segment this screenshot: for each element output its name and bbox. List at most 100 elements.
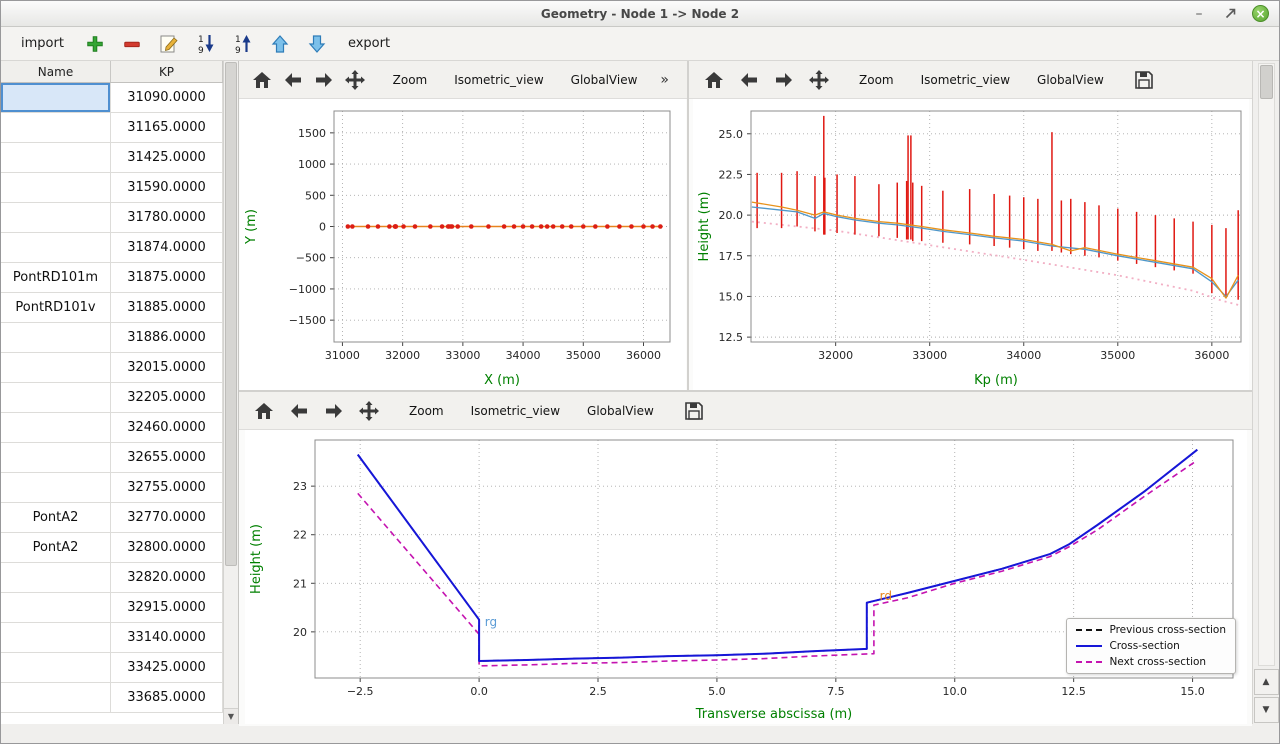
table-row[interactable]: 32820.0000 bbox=[1, 563, 223, 593]
close-button[interactable]: × bbox=[1252, 5, 1269, 22]
sort-ascending-button[interactable]: 19 bbox=[192, 31, 220, 57]
edit-section-button[interactable] bbox=[155, 31, 183, 57]
table-row[interactable]: PontA232800.0000 bbox=[1, 533, 223, 563]
scroll-down-button[interactable]: ▼ bbox=[1254, 697, 1279, 723]
table-row[interactable]: 32755.0000 bbox=[1, 473, 223, 503]
globalview-button[interactable]: GlobalView bbox=[1027, 68, 1114, 92]
table-row[interactable]: 32655.0000 bbox=[1, 443, 223, 473]
name-cell[interactable] bbox=[1, 623, 111, 652]
name-cell[interactable] bbox=[1, 683, 111, 712]
name-cell[interactable] bbox=[1, 563, 111, 592]
kp-cell[interactable]: 32205.0000 bbox=[111, 383, 223, 412]
kp-cell[interactable]: 31875.0000 bbox=[111, 263, 223, 292]
column-header-kp[interactable]: KP bbox=[111, 61, 223, 82]
name-cell[interactable] bbox=[1, 143, 111, 172]
zoom-button[interactable]: Zoom bbox=[849, 68, 904, 92]
globalview-button[interactable]: GlobalView bbox=[561, 68, 648, 92]
pan-button[interactable] bbox=[342, 66, 368, 94]
name-cell[interactable] bbox=[1, 233, 111, 262]
sort-descending-button[interactable]: 19 bbox=[229, 31, 257, 57]
home-button[interactable] bbox=[699, 66, 729, 94]
table-row[interactable]: 31874.0000 bbox=[1, 233, 223, 263]
isometric-view-button[interactable]: Isometric_view bbox=[911, 68, 1020, 92]
kp-cell[interactable]: 33425.0000 bbox=[111, 653, 223, 682]
save-button[interactable] bbox=[1129, 66, 1159, 94]
kp-cell[interactable]: 31590.0000 bbox=[111, 173, 223, 202]
kp-cell[interactable]: 32770.0000 bbox=[111, 503, 223, 532]
pan-button[interactable] bbox=[804, 66, 834, 94]
kp-cell[interactable]: 32755.0000 bbox=[111, 473, 223, 502]
table-row[interactable]: PontRD101m31875.0000 bbox=[1, 263, 223, 293]
table-row[interactable]: 33425.0000 bbox=[1, 653, 223, 683]
export-button[interactable]: export bbox=[340, 33, 398, 54]
table-row[interactable]: 33685.0000 bbox=[1, 683, 223, 713]
move-up-button[interactable] bbox=[266, 31, 294, 57]
back-button[interactable] bbox=[280, 66, 306, 94]
remove-section-button[interactable] bbox=[118, 31, 146, 57]
import-button[interactable]: import bbox=[13, 33, 72, 54]
table-row[interactable]: 31886.0000 bbox=[1, 323, 223, 353]
globalview-button[interactable]: GlobalView bbox=[577, 399, 664, 423]
name-cell[interactable] bbox=[1, 203, 111, 232]
table-row[interactable]: PontA232770.0000 bbox=[1, 503, 223, 533]
kp-cell[interactable]: 33140.0000 bbox=[111, 623, 223, 652]
minimize-button[interactable]: – bbox=[1190, 5, 1208, 23]
name-cell[interactable] bbox=[1, 473, 111, 502]
name-cell[interactable]: PontA2 bbox=[1, 533, 111, 562]
name-cell[interactable]: PontRD101v bbox=[1, 293, 111, 322]
table-scrollbar-thumb[interactable] bbox=[225, 62, 237, 566]
kp-cell[interactable]: 32915.0000 bbox=[111, 593, 223, 622]
name-cell[interactable] bbox=[1, 413, 111, 442]
cross-section-plot-canvas[interactable]: Previous cross-sectionCross-sectionNext … bbox=[239, 430, 1252, 726]
zoom-button[interactable]: Zoom bbox=[383, 68, 438, 92]
zoom-button[interactable]: Zoom bbox=[399, 399, 454, 423]
pan-button[interactable] bbox=[354, 397, 384, 425]
move-down-button[interactable] bbox=[303, 31, 331, 57]
table-row[interactable]: 31590.0000 bbox=[1, 173, 223, 203]
kp-cell[interactable]: 32820.0000 bbox=[111, 563, 223, 592]
restore-button[interactable] bbox=[1221, 5, 1239, 23]
table-row[interactable]: 32915.0000 bbox=[1, 593, 223, 623]
table-row[interactable]: 31090.0000 bbox=[1, 83, 223, 113]
scroll-up-button[interactable]: ▲ bbox=[1254, 669, 1279, 695]
isometric-view-button[interactable]: Isometric_view bbox=[461, 399, 570, 423]
table-row[interactable]: 33140.0000 bbox=[1, 623, 223, 653]
table-row[interactable]: 32015.0000 bbox=[1, 353, 223, 383]
kp-cell[interactable]: 31874.0000 bbox=[111, 233, 223, 262]
name-cell[interactable] bbox=[1, 113, 111, 142]
save-button[interactable] bbox=[679, 397, 709, 425]
name-cell[interactable] bbox=[1, 83, 111, 112]
isometric-view-button[interactable]: Isometric_view bbox=[444, 68, 553, 92]
forward-button[interactable] bbox=[769, 66, 799, 94]
name-cell[interactable] bbox=[1, 173, 111, 202]
name-cell[interactable] bbox=[1, 593, 111, 622]
name-cell[interactable]: PontA2 bbox=[1, 503, 111, 532]
vertical-scrollbar[interactable] bbox=[1258, 63, 1275, 666]
table-row[interactable]: 32460.0000 bbox=[1, 413, 223, 443]
column-header-name[interactable]: Name bbox=[1, 61, 111, 82]
back-button[interactable] bbox=[284, 397, 314, 425]
kp-cell[interactable]: 31885.0000 bbox=[111, 293, 223, 322]
kp-cell[interactable]: 31165.0000 bbox=[111, 113, 223, 142]
table-scrollbar[interactable]: ▼ bbox=[223, 61, 238, 724]
kp-cell[interactable]: 32655.0000 bbox=[111, 443, 223, 472]
table-row[interactable]: 31165.0000 bbox=[1, 113, 223, 143]
titlebar[interactable]: Geometry - Node 1 -> Node 2 – × bbox=[1, 1, 1279, 27]
forward-button[interactable] bbox=[319, 397, 349, 425]
xy-plot-canvas[interactable]: 310003200033000340003500036000−1500−1000… bbox=[239, 99, 687, 390]
name-cell[interactable] bbox=[1, 443, 111, 472]
kp-cell[interactable]: 31780.0000 bbox=[111, 203, 223, 232]
profile-plot-canvas[interactable]: 320003300034000350003600012.515.017.520.… bbox=[689, 99, 1252, 390]
kp-cell[interactable]: 31886.0000 bbox=[111, 323, 223, 352]
home-button[interactable] bbox=[249, 66, 275, 94]
vertical-scrollbar-thumb[interactable] bbox=[1260, 65, 1273, 99]
table-row[interactable]: PontRD101v31885.0000 bbox=[1, 293, 223, 323]
name-cell[interactable]: PontRD101m bbox=[1, 263, 111, 292]
kp-cell[interactable]: 33685.0000 bbox=[111, 683, 223, 712]
forward-button[interactable] bbox=[311, 66, 337, 94]
name-cell[interactable] bbox=[1, 653, 111, 682]
name-cell[interactable] bbox=[1, 383, 111, 412]
kp-cell[interactable]: 32460.0000 bbox=[111, 413, 223, 442]
home-button[interactable] bbox=[249, 397, 279, 425]
toolbar-overflow-button[interactable]: » bbox=[652, 70, 677, 90]
